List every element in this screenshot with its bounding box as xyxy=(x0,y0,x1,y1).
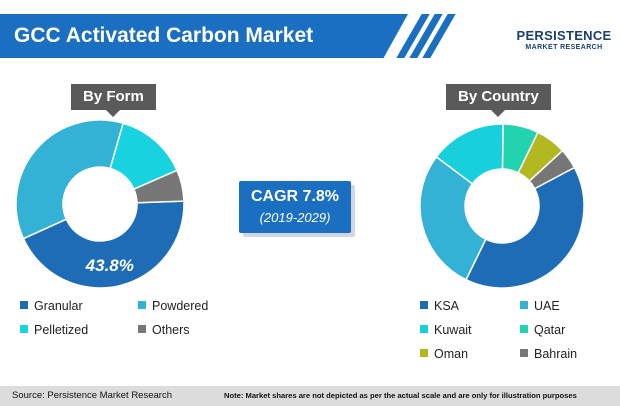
donut-slice-granular xyxy=(22,200,185,288)
slice-label-granular: 43.8% xyxy=(85,256,134,275)
cagr-value: CAGR 7.8% xyxy=(250,188,340,205)
company-logo: PERSISTENCE MARKET RESEARCH xyxy=(514,14,614,64)
legend-swatch xyxy=(20,301,28,309)
chart-title: GCC Activated Carbon Market xyxy=(14,24,314,47)
cagr-box: CAGR 7.8% (2019-2029) xyxy=(239,181,351,233)
legend-label: Qatar xyxy=(534,323,566,337)
legend-label: UAE xyxy=(534,299,560,313)
form-chart-title: By Form xyxy=(71,84,156,117)
legend-item-powdered: Powdered xyxy=(138,299,208,313)
legend-item-qatar: Qatar xyxy=(520,323,565,337)
legend-label: Pelletized xyxy=(34,323,89,337)
legend-item-pelletized: Pelletized xyxy=(20,323,88,337)
legend-label: Kuwait xyxy=(434,323,472,337)
title-banner: GCC Activated Carbon Market xyxy=(0,14,408,58)
donut-slice-others xyxy=(132,169,185,204)
legend-swatch xyxy=(520,349,528,357)
legend-label: Others xyxy=(152,323,190,337)
legend-item-oman: Oman xyxy=(420,347,468,361)
disclaimer-note: Note: Market shares are not depicted as … xyxy=(224,391,577,400)
legend-label: Granular xyxy=(34,299,83,313)
logo-text: PERSISTENCE xyxy=(516,28,612,43)
donut-slice-bahrain xyxy=(528,149,576,190)
legend-swatch xyxy=(520,325,528,333)
legend-label: Bahrain xyxy=(534,347,578,361)
footer-bar: Source: Persistence Market Research Note… xyxy=(0,386,620,406)
legend-label: KSA xyxy=(434,299,460,313)
legend-swatch xyxy=(420,325,428,333)
cagr-period: (2019-2029) xyxy=(259,210,331,225)
country-chart-title: By Country xyxy=(446,84,551,117)
form-donut-chart: 43.8% xyxy=(15,119,185,288)
legend-item-ksa: KSA xyxy=(420,299,459,313)
legend-swatch xyxy=(420,301,428,309)
legend-swatch xyxy=(20,325,28,333)
logo-subtext: MARKET RESEARCH xyxy=(525,44,603,51)
legend-swatch xyxy=(138,325,146,333)
legend-item-others: Others xyxy=(138,323,190,337)
legend-label: Oman xyxy=(434,347,469,361)
legend-swatch xyxy=(420,349,428,357)
legend-item-granular: Granular xyxy=(20,299,83,313)
legend-swatch xyxy=(138,301,146,309)
donut-slice-uae xyxy=(419,155,487,281)
legend-item-bahrain: Bahrain xyxy=(520,347,577,361)
legend-item-uae: UAE xyxy=(520,299,560,313)
country-donut-chart xyxy=(419,123,585,289)
donut-slice-powdered xyxy=(15,119,125,240)
legend-label: Powdered xyxy=(152,299,209,313)
legend-item-kuwait: Kuwait xyxy=(420,323,472,337)
legend-swatch xyxy=(520,301,528,309)
source-text: Source: Persistence Market Research xyxy=(12,390,172,401)
donut-slice-ksa xyxy=(465,166,585,289)
